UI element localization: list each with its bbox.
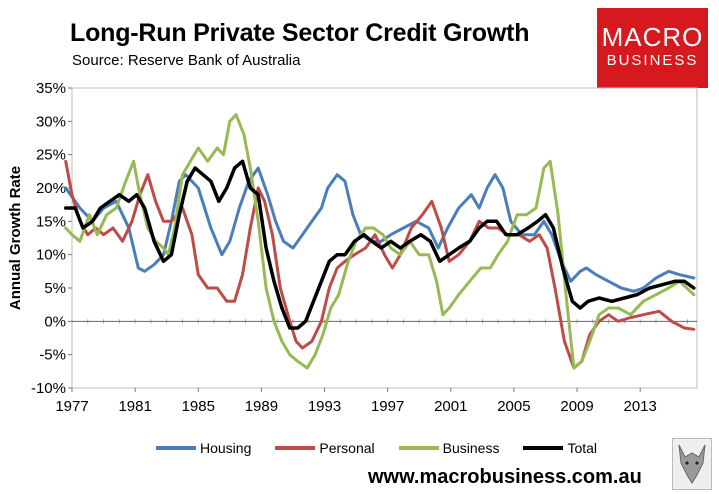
x-tick-label: 1985 xyxy=(182,398,215,415)
y-tick-label: 10% xyxy=(36,247,66,264)
y-axis-title: Annual Growth Rate xyxy=(7,166,24,310)
chart-title: Long-Run Private Sector Credit Growth xyxy=(70,19,530,47)
chart-subtitle: Source: Reserve Bank of Australia xyxy=(72,52,301,69)
y-tick-label: 15% xyxy=(36,213,66,230)
y-tick-label: 30% xyxy=(36,113,66,130)
y-tick-label: 25% xyxy=(36,147,66,164)
legend-item-business: Business xyxy=(398,440,500,456)
legend-label-total: Total xyxy=(567,440,598,456)
y-tick-label: -5% xyxy=(39,347,66,364)
x-tick-label: 1997 xyxy=(371,398,404,415)
website-url[interactable]: www.macrobusiness.com.au xyxy=(368,466,642,488)
x-tick-label: 2009 xyxy=(560,398,593,415)
logo-line2: BUSINESS xyxy=(606,52,699,69)
legend-swatch-business xyxy=(398,446,439,450)
x-tick-label: 2013 xyxy=(623,398,656,415)
y-tick-label: 35% xyxy=(36,80,66,97)
x-tick-label: 1977 xyxy=(55,398,88,415)
legend-label-business: Business xyxy=(442,440,500,456)
legend-item-personal: Personal xyxy=(275,440,375,456)
series-line-business xyxy=(64,113,696,370)
y-tick-label: 5% xyxy=(44,280,66,297)
legend-label-housing: Housing xyxy=(200,440,252,456)
x-tick-label: 1993 xyxy=(308,398,341,415)
legend-swatch-personal xyxy=(275,446,316,450)
legend-swatch-total xyxy=(523,446,564,450)
y-tick-label: 0% xyxy=(44,313,66,330)
legend-swatch-housing xyxy=(156,446,196,450)
legend-item-housing: Housing xyxy=(156,440,251,456)
legend-label-personal: Personal xyxy=(319,440,375,456)
x-tick-label: 1981 xyxy=(118,398,151,415)
y-tick-label: 20% xyxy=(36,180,66,197)
macrobusiness-logo: MACRO BUSINESS xyxy=(597,8,708,88)
logo-line1: MACRO xyxy=(601,22,704,52)
x-tick-label: 2005 xyxy=(497,398,530,415)
wolf-logo-icon xyxy=(672,438,712,490)
y-tick-label: -10% xyxy=(31,380,66,397)
x-tick-label: 1989 xyxy=(245,398,278,415)
legend: Housing Personal Business Total xyxy=(156,438,621,458)
series-line-total xyxy=(63,159,696,330)
legend-item-total: Total xyxy=(523,440,597,456)
x-tick-label: 2001 xyxy=(434,398,467,415)
